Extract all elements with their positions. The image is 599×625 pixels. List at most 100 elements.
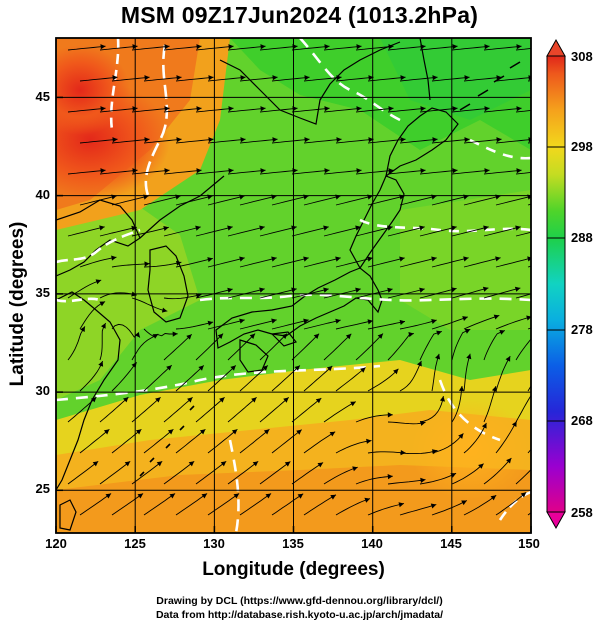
streamline [291, 169, 330, 175]
streamline [463, 195, 501, 206]
lat-tick-40: 40 [35, 187, 50, 202]
streamline-arrowhead [400, 450, 406, 456]
streamline [239, 319, 277, 330]
streamline-arrowhead [387, 412, 393, 418]
streamline-arrowhead [99, 225, 105, 231]
streamline-arrowhead [219, 397, 225, 403]
streamline-arrowhead [240, 137, 246, 143]
streamline [367, 368, 399, 392]
streamline [451, 169, 490, 175]
streamline [227, 396, 257, 423]
streamline-arrowhead [515, 225, 521, 231]
streamline [323, 45, 362, 51]
streamline-arrowhead [364, 497, 370, 503]
streamline-arrowhead [420, 477, 426, 483]
streamline [99, 460, 131, 485]
streamline [431, 138, 470, 144]
streamline-arrowhead [511, 421, 517, 427]
streamline [143, 138, 182, 144]
streamline-arrowhead [430, 503, 437, 509]
streamline [271, 257, 309, 268]
streamline-arrowhead [393, 368, 399, 375]
streamline [515, 231, 531, 237]
streamline-arrowhead [155, 397, 161, 403]
streamline-arrowhead [176, 137, 182, 143]
streamline [303, 431, 336, 454]
streamline [303, 257, 341, 268]
streamline [271, 429, 302, 454]
lat-tick-35: 35 [35, 285, 50, 300]
streamline [227, 45, 266, 51]
streamline [143, 493, 176, 516]
streamline [111, 323, 141, 338]
streamline-arrowhead [451, 287, 457, 293]
streamline [143, 428, 174, 454]
streamline-arrowhead [336, 75, 342, 81]
streamline [79, 428, 110, 454]
streamline-arrowhead [387, 287, 393, 293]
streamline [431, 353, 440, 392]
streamline [483, 457, 512, 485]
streamline [79, 76, 118, 82]
streamline [239, 365, 269, 392]
streamline [143, 76, 182, 82]
streamline-arrowhead [505, 356, 511, 362]
streamline-arrowhead [491, 386, 497, 392]
streamline-arrowhead [217, 333, 224, 339]
streamline [163, 226, 201, 237]
streamline-arrowhead [324, 168, 330, 174]
streamline [515, 172, 531, 175]
colorbar-label-278: 278 [571, 322, 593, 337]
colorbar-label-268: 268 [571, 413, 593, 428]
streamline-arrowhead [439, 396, 445, 402]
streamline [387, 107, 426, 113]
streamline [463, 138, 502, 144]
lat-tick-25: 25 [35, 481, 50, 496]
streamline [431, 76, 470, 82]
streamline-arrowhead [398, 502, 404, 508]
streamline-arrowhead [186, 334, 192, 340]
grid-lines [56, 38, 531, 533]
streamline-arrowhead [199, 429, 206, 435]
streamline [495, 139, 531, 144]
streamline [227, 226, 265, 237]
streamline [367, 451, 406, 454]
streamline-arrowhead [506, 458, 512, 464]
streamline [195, 460, 227, 485]
streamline [495, 421, 517, 454]
streamline-arrowhead [105, 493, 112, 499]
streamline [495, 316, 531, 330]
streamline [387, 333, 414, 361]
streamline-arrowhead [367, 319, 373, 325]
streamline-arrowhead [451, 225, 457, 231]
streamline-arrowhead [207, 320, 214, 326]
streamline [495, 77, 531, 82]
streamline [259, 107, 298, 113]
streamline [291, 107, 330, 113]
streamline [323, 466, 358, 485]
streamline [303, 76, 342, 82]
streamline [399, 449, 438, 455]
streamline-arrowhead [303, 318, 309, 324]
streamline-arrowhead [80, 326, 85, 332]
streamline-arrowhead [514, 286, 521, 292]
streamline [131, 226, 169, 237]
streamline [111, 76, 150, 82]
streamline [175, 365, 205, 392]
streamline [367, 320, 406, 330]
streamline [515, 293, 531, 299]
streamline [303, 365, 333, 392]
streamline-arrowhead [483, 225, 489, 231]
streamline [111, 138, 150, 144]
streamline-arrowhead [167, 429, 174, 435]
streamline-arrowhead [336, 137, 342, 143]
streamline [463, 76, 502, 82]
streamline-arrowhead [103, 429, 110, 435]
credit-drawing: Drawing by DCL (https://www.gfd-dennou.o… [156, 595, 443, 607]
streamline [271, 493, 304, 516]
streamline [483, 330, 506, 361]
streamline-arrowhead [156, 461, 163, 467]
streamline-arrowhead [240, 75, 246, 81]
streamline-arrowhead [252, 461, 259, 467]
streamline [367, 195, 405, 206]
